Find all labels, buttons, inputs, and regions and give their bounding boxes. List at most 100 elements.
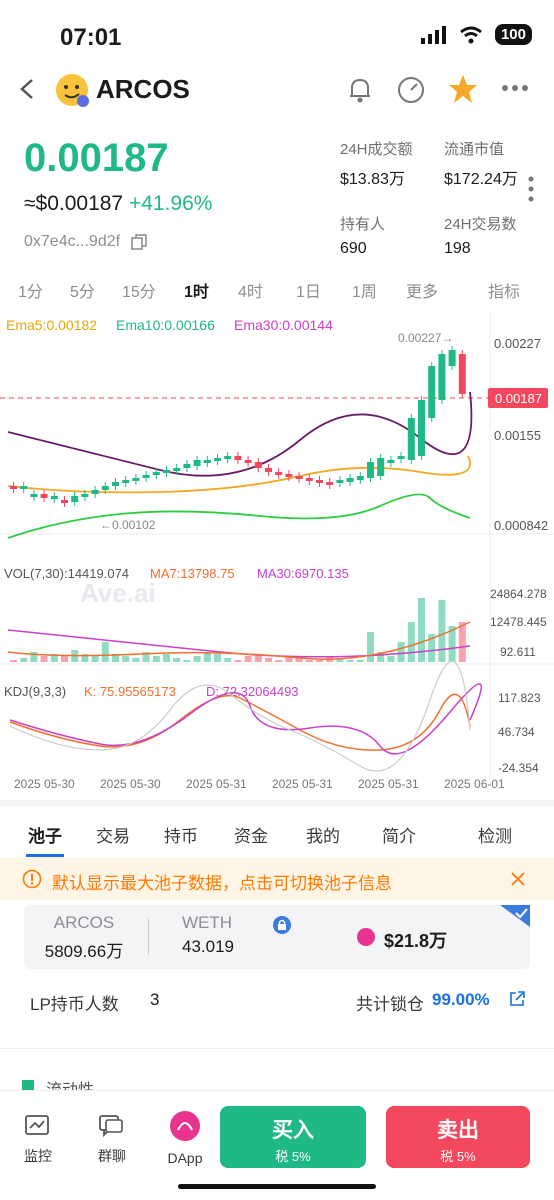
- candle: [40, 494, 48, 498]
- kdj-k-line: [9, 693, 471, 751]
- contract-address: 0x7e4c...9d2f: [24, 233, 121, 250]
- signal-icon: [420, 25, 446, 44]
- volume-bar: [183, 660, 191, 662]
- ema5-line: [7, 455, 471, 494]
- price-chart[interactable]: Ema5:0.00182 Ema10:0.00166 Ema30:0.00144…: [0, 310, 554, 800]
- buy-button[interactable]: 买入 税 5%: [220, 1106, 366, 1168]
- dapp-label[interactable]: DApp: [167, 1150, 203, 1166]
- tf-1w[interactable]: 1周: [352, 284, 377, 301]
- tf-more[interactable]: 更多: [406, 284, 439, 301]
- volume-bar: [265, 658, 272, 662]
- vol-ma30-line: [7, 629, 471, 658]
- candle: [71, 496, 79, 502]
- status-time: 07:01: [60, 24, 122, 51]
- lp-holders-label: LP持币人数: [30, 995, 119, 1014]
- back-icon[interactable]: [18, 78, 38, 100]
- usd-price-row: ≈$0.00187 +41.96%: [24, 192, 212, 216]
- candle: [224, 456, 232, 459]
- volume-bar: [193, 656, 201, 662]
- tf-4h[interactable]: 4时: [238, 284, 263, 301]
- pool-liquidity: $21.8万: [384, 931, 448, 951]
- kdj-axis-mid: 46.734: [498, 725, 535, 739]
- sell-button[interactable]: 卖出 税 5%: [386, 1106, 530, 1168]
- gauge-icon[interactable]: [396, 75, 426, 105]
- divider: [0, 800, 554, 806]
- volume-bar: [418, 598, 425, 662]
- token-logo-icon: [56, 74, 89, 107]
- candle: [397, 456, 405, 459]
- ema10-label: Ema10:0.00166: [116, 317, 215, 333]
- tf-15m[interactable]: 15分: [122, 284, 156, 301]
- vertical-more-icon[interactable]: [528, 176, 534, 202]
- volume-bar: [152, 656, 160, 662]
- vol-axis-low: 92.611: [500, 645, 536, 659]
- notice-text: 默认显示最大池子数据，点击可切换池子信息: [52, 874, 392, 893]
- candle: [101, 486, 109, 490]
- tab-holders[interactable]: 持币: [164, 827, 198, 846]
- volume-bar: [316, 660, 323, 662]
- lock-label: 共计锁仓: [356, 995, 424, 1014]
- volume-bar: [254, 654, 262, 662]
- bell-icon[interactable]: [346, 76, 374, 104]
- candle: [50, 496, 58, 499]
- candle: [81, 494, 89, 497]
- pool-card[interactable]: ARCOS 5809.66万 WETH 43.019 $21.8万: [24, 905, 530, 969]
- volume-bar: [336, 658, 344, 662]
- dapp-icon[interactable]: [169, 1110, 201, 1142]
- vol-axis-mid: 12478.445: [490, 615, 547, 629]
- tab-intro[interactable]: 简介: [382, 827, 416, 846]
- tf-1m[interactable]: 1分: [18, 284, 43, 301]
- chat-label[interactable]: 群聊: [98, 1148, 126, 1164]
- tf-5m[interactable]: 5分: [70, 284, 95, 301]
- vol-label: VOL(7,30):14419.074: [4, 566, 129, 581]
- candle: [295, 476, 303, 479]
- watermark: Ave.ai: [80, 578, 156, 608]
- x-label-3: 2025 05-31: [272, 777, 333, 791]
- volume-bar: [224, 658, 232, 662]
- close-icon[interactable]: [510, 871, 526, 887]
- candle: [336, 480, 344, 483]
- token-name: ARCOS: [96, 74, 190, 104]
- volume-bar: [305, 660, 313, 662]
- tab-audit[interactable]: 检测: [478, 827, 512, 846]
- candle: [377, 458, 385, 476]
- price-axis-top: 0.00227: [494, 336, 541, 351]
- more-icon[interactable]: [502, 84, 528, 92]
- volume-bar: [50, 654, 58, 662]
- wifi-icon: [460, 26, 482, 43]
- chat-icon[interactable]: [98, 1114, 124, 1138]
- tf-1d[interactable]: 1日: [296, 284, 321, 301]
- tab-pool[interactable]: 池子: [28, 827, 62, 846]
- external-link-icon[interactable]: [508, 990, 526, 1008]
- volume-bar: [173, 658, 181, 662]
- tab-funds[interactable]: 资金: [234, 827, 268, 846]
- current-price-tag: [488, 388, 548, 408]
- volume-bar: [377, 652, 385, 662]
- candle: [152, 472, 160, 475]
- contract-address-row[interactable]: 0x7e4c...9d2f: [24, 233, 148, 251]
- monitor-icon[interactable]: [24, 1114, 50, 1138]
- price-axis-mid: 0.00155: [494, 428, 541, 443]
- tf-1h[interactable]: 1时: [184, 284, 209, 301]
- tab-mine[interactable]: 我的: [306, 827, 340, 846]
- monitor-label[interactable]: 监控: [24, 1148, 52, 1164]
- selected-check-icon: [500, 905, 530, 927]
- tab-trades[interactable]: 交易: [96, 827, 130, 846]
- x-label-4: 2025 05-31: [358, 777, 419, 791]
- volume-bar: [203, 652, 211, 662]
- candle: [428, 366, 436, 418]
- ema30-line: [7, 391, 473, 477]
- volume-bar: [30, 652, 38, 662]
- volume-bar: [397, 642, 405, 662]
- star-icon[interactable]: [447, 73, 479, 105]
- notice-banner[interactable]: 默认显示最大池子数据，点击可切换池子信息: [0, 858, 554, 900]
- candle: [112, 482, 119, 486]
- copy-icon[interactable]: [130, 233, 148, 251]
- candle: [285, 474, 293, 477]
- volume-bar: [112, 654, 119, 662]
- buy-tax: 税 5%: [275, 1149, 311, 1164]
- candle: [244, 460, 252, 463]
- ema5-label: Ema5:0.00182: [6, 317, 97, 333]
- pool-a-name: ARCOS: [53, 913, 115, 932]
- tf-indicators[interactable]: 指标: [488, 284, 521, 301]
